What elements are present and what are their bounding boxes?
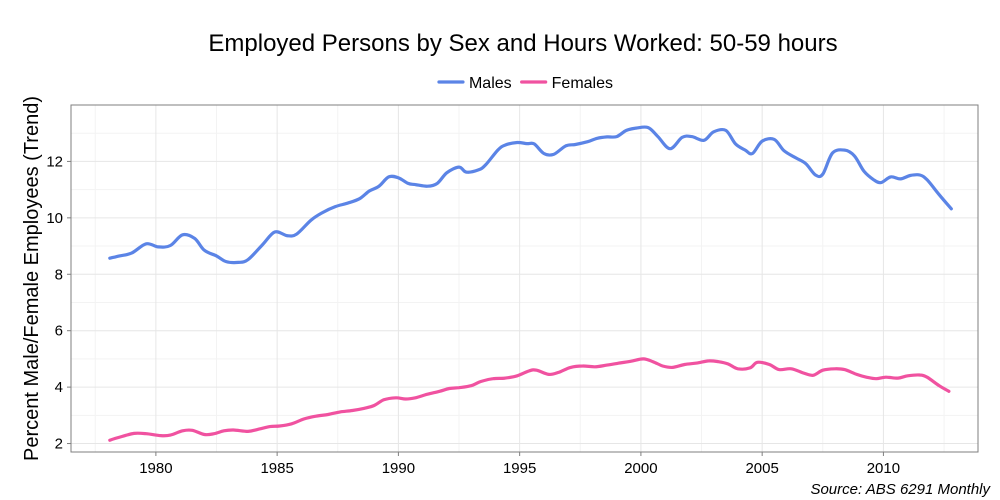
series-layer [108, 125, 953, 442]
y-axis-label: Percent Male/Female Employees (Trend) [21, 96, 43, 461]
y-tick-label: 10 [46, 210, 63, 227]
y-tick-label: 2 [55, 436, 63, 453]
x-tick-label: 1990 [382, 460, 415, 477]
legend: Males Females [437, 75, 613, 92]
series-line-males [108, 125, 953, 265]
y-axis: 2 4 6 8 10 12 [46, 153, 71, 453]
chart-title: Employed Persons by Sex and Hours Worked… [208, 30, 837, 57]
x-tick-label: 1995 [503, 460, 536, 477]
x-tick-label: 1980 [139, 460, 172, 477]
y-tick-label: 12 [46, 153, 63, 170]
x-tick-label: 2005 [745, 460, 778, 477]
y-tick-label: 8 [55, 266, 63, 283]
x-tick-label: 1985 [260, 460, 293, 477]
legend-label-females: Females [552, 75, 613, 92]
x-tick-label: 2010 [867, 460, 900, 477]
x-tick-label: 2000 [624, 460, 657, 477]
grid [71, 105, 978, 452]
series-line-females [108, 357, 951, 442]
legend-label-males: Males [469, 75, 512, 92]
x-axis: 1980 1985 1990 1995 2000 2005 2010 [139, 452, 900, 477]
y-tick-label: 6 [55, 323, 63, 340]
plot-area-border [70, 104, 979, 453]
y-tick-label: 4 [55, 379, 63, 396]
source-note: Source: ABS 6291 Monthly [810, 481, 991, 498]
